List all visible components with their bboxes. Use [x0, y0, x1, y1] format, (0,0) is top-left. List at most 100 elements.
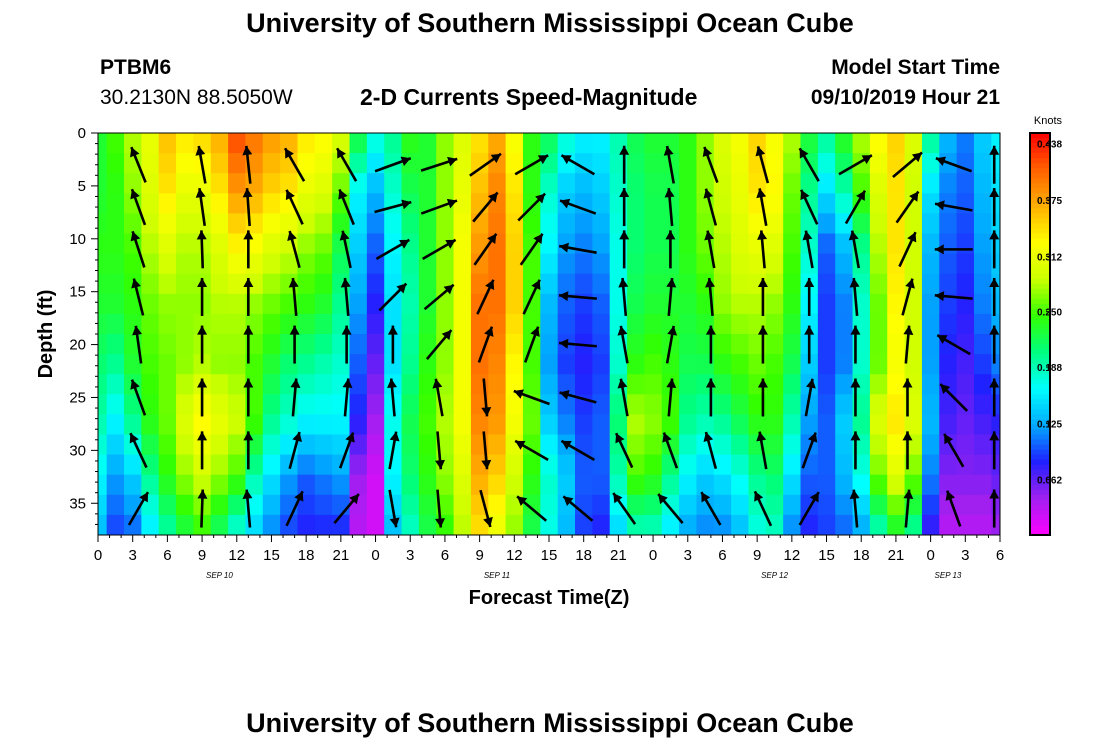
heat-cell: [713, 374, 732, 395]
heat-cell: [98, 313, 108, 335]
heat-cell: [679, 193, 698, 214]
heat-cell: [98, 394, 108, 415]
heat-cell: [280, 153, 299, 174]
colorbar-swatch: [1030, 469, 1050, 476]
heat-cell: [280, 173, 299, 194]
current-arrow: [342, 378, 353, 417]
current-arrow: [898, 231, 917, 268]
heat-cell: [106, 394, 125, 415]
heat-cell: [731, 153, 750, 174]
current-arrow: [130, 188, 147, 226]
heat-cell: [228, 233, 247, 255]
heat-cell: [470, 454, 489, 476]
heat-cell: [366, 494, 385, 516]
heat-cell: [679, 273, 698, 295]
heat-cell: [817, 193, 836, 214]
current-arrow: [662, 432, 679, 469]
heat-cell: [679, 173, 698, 194]
y-tick-label: 35: [69, 495, 86, 512]
heat-cell: [141, 313, 160, 335]
current-arrow: [850, 325, 861, 364]
heat-cell: [314, 213, 333, 235]
heat-cell: [505, 273, 524, 295]
heat-cell: [644, 253, 663, 275]
heat-cell: [384, 253, 403, 275]
heat-cell: [228, 494, 247, 516]
heat-cell: [98, 213, 108, 235]
heat-cell: [262, 354, 281, 375]
x-axis-label: Forecast Time(Z): [469, 587, 630, 609]
heat-cell: [904, 374, 923, 395]
heat-cell: [314, 233, 333, 255]
heat-cell: [297, 193, 316, 214]
heat-cell: [679, 293, 698, 315]
y-tick-label: 30: [69, 442, 86, 459]
heat-cell: [540, 394, 559, 415]
heat-cell: [401, 233, 420, 255]
heat-cell: [783, 273, 802, 295]
x-tick-label: 15: [818, 547, 835, 564]
colorbar-swatch: [1030, 308, 1050, 315]
heat-cell: [696, 173, 715, 194]
heat-cell: [869, 313, 888, 335]
heat-cell: [436, 293, 455, 315]
colorbar-tick-label: 0.375: [1037, 196, 1062, 207]
heat-cell: [887, 434, 906, 456]
heat-cell: [592, 173, 611, 194]
heat-cell: [557, 474, 576, 496]
colorbar-frame: [1029, 132, 1051, 536]
current-arrow: [939, 383, 969, 412]
heat-cell: [106, 474, 125, 496]
heat-cell: [835, 374, 854, 395]
heat-cell: [765, 173, 784, 194]
heat-cell: [869, 374, 888, 395]
heat-cell: [540, 414, 559, 436]
heat-cell: [470, 354, 489, 375]
colorbar-swatch: [1030, 323, 1050, 330]
colorbar-swatch: [1030, 218, 1050, 225]
heat-cell: [228, 313, 247, 335]
heat-cell: [973, 173, 992, 194]
heat-cell: [887, 374, 906, 395]
heat-cell: [106, 514, 125, 535]
current-arrow: [339, 230, 352, 269]
x-tick-label: 0: [371, 547, 379, 564]
heat-cell: [835, 233, 854, 255]
heat-cell: [956, 514, 975, 535]
heat-cell: [262, 173, 281, 194]
heat-cell: [141, 474, 160, 496]
heat-cell: [887, 414, 906, 436]
heat-cell: [297, 454, 316, 476]
heat-cell: [349, 313, 368, 335]
heat-cell: [644, 514, 663, 535]
heat-cell: [262, 193, 281, 214]
heat-cell: [349, 354, 368, 375]
heat-cell: [488, 293, 507, 315]
heat-cell: [679, 434, 698, 456]
heat-cell: [973, 434, 992, 456]
current-arrow: [892, 151, 923, 178]
heat-cell: [852, 173, 871, 194]
heat-cell: [540, 434, 559, 456]
heat-cell: [592, 514, 611, 535]
heat-cell: [540, 334, 559, 355]
heat-cell: [713, 293, 732, 315]
heat-cell: [210, 354, 229, 375]
current-arrow: [288, 277, 299, 317]
colorbar-swatch: [1030, 298, 1050, 305]
heat-cell: [991, 334, 1000, 355]
heat-cell: [973, 494, 992, 516]
heat-cell: [557, 133, 576, 154]
heat-cell: [106, 133, 125, 154]
heat-cell: [679, 313, 698, 335]
heat-cell: [436, 494, 455, 516]
heat-cell: [124, 133, 142, 154]
heat-cell: [314, 293, 333, 315]
heat-cell: [661, 133, 680, 154]
heat-cell: [765, 354, 784, 375]
heat-cell: [973, 313, 992, 335]
heat-cell: [262, 514, 281, 535]
heat-cell: [436, 474, 455, 496]
colorbar-swatch: [1030, 474, 1050, 481]
heat-cell: [297, 394, 316, 415]
